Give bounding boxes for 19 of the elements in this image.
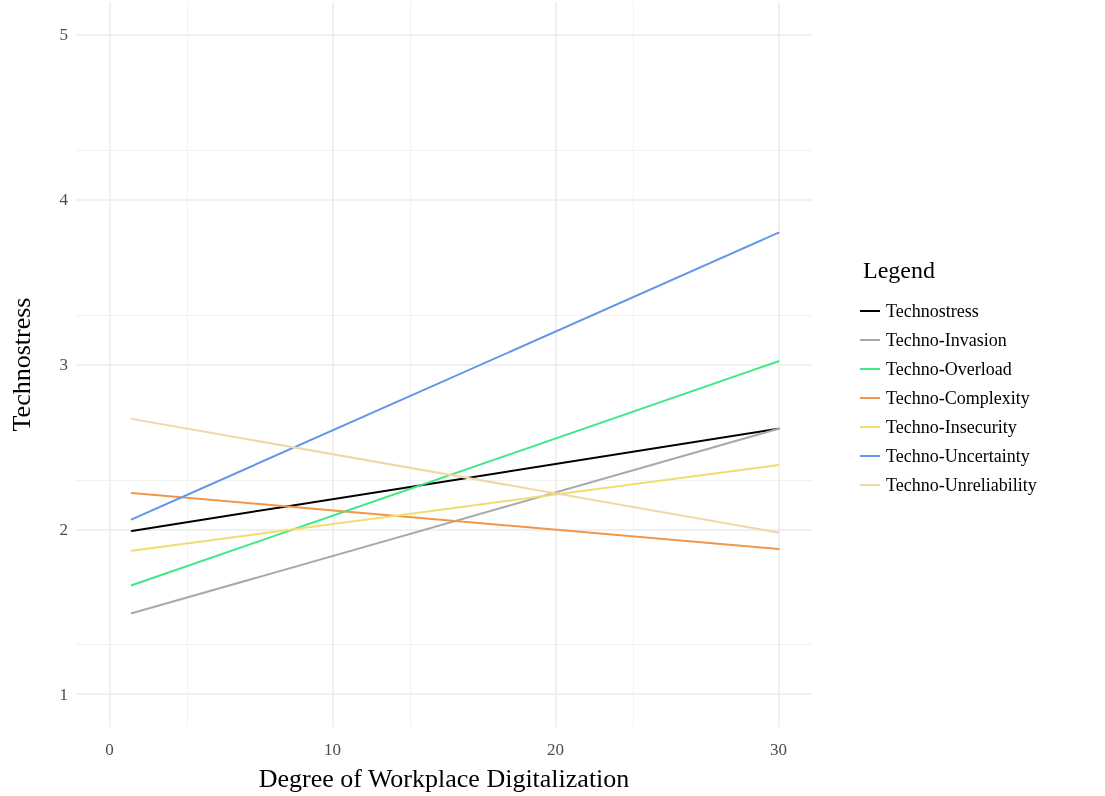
legend-label: Techno-Unreliability (886, 475, 1037, 495)
x-tick-label: 10 (323, 740, 341, 759)
x-tick-label: 30 (770, 740, 788, 759)
legend-label: Techno-Insecurity (886, 417, 1017, 437)
x-tick-label: 0 (105, 740, 114, 759)
legend-label: Techno-Complexity (886, 388, 1030, 408)
legend-label: Techno-Overload (886, 359, 1012, 379)
legend-label: Techno-Invasion (886, 330, 1007, 350)
legend-title: Legend (863, 257, 935, 283)
y-tick-label: 4 (59, 190, 69, 210)
y-tick-label: 1 (59, 684, 68, 704)
y-tick-label: 5 (59, 25, 68, 45)
y-tick-label: 2 (59, 519, 68, 539)
legend-label: Technostress (886, 301, 979, 321)
legend-label: Techno-Uncertainty (886, 446, 1030, 466)
x-tick-label: 20 (547, 740, 565, 759)
y-tick-label: 3 (59, 355, 68, 374)
y-axis-title: Technostress (6, 297, 36, 432)
x-axis-title: Degree of Workplace Digitalization (258, 763, 630, 793)
